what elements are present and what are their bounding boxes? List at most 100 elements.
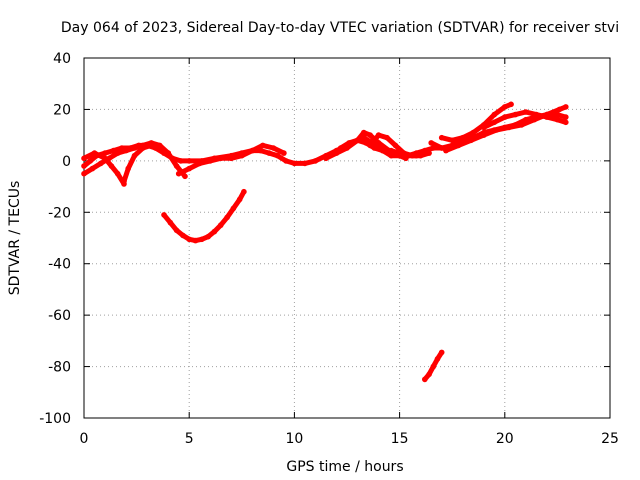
- data-point: [502, 104, 508, 110]
- chart-title: Day 064 of 2023, Sidereal Day-to-day VTE…: [61, 20, 619, 36]
- data-point: [388, 147, 395, 154]
- data-point: [438, 134, 445, 141]
- data-point: [434, 356, 441, 362]
- y-tick-label: -20: [48, 205, 71, 221]
- data-point: [438, 145, 445, 151]
- data-point: [481, 124, 487, 131]
- y-tick-label: 0: [62, 154, 71, 170]
- data-point: [239, 152, 245, 159]
- data-point: [502, 114, 508, 120]
- data-point: [312, 158, 319, 164]
- y-tick-label: -80: [48, 360, 71, 376]
- data-point: [241, 188, 247, 195]
- data-point: [131, 145, 138, 151]
- data-point: [438, 349, 445, 356]
- data-point: [249, 147, 256, 154]
- data-point: [266, 150, 273, 156]
- data-point: [361, 129, 367, 136]
- data-point: [426, 150, 432, 156]
- data-point: [196, 160, 203, 167]
- data-point: [173, 163, 180, 169]
- data-point: [98, 160, 104, 167]
- data-point: [148, 142, 155, 149]
- data-point: [506, 124, 512, 131]
- data-point: [563, 119, 569, 126]
- data-point: [192, 237, 199, 244]
- data-point: [323, 155, 329, 162]
- data-point: [354, 137, 361, 144]
- x-tick-label: 0: [80, 431, 89, 447]
- y-tick-label: -60: [48, 308, 71, 324]
- x-tick-label: 15: [391, 431, 409, 447]
- data-point: [417, 152, 424, 159]
- data-point: [556, 106, 563, 113]
- data-point: [123, 147, 129, 154]
- data-point: [443, 147, 449, 154]
- data-point: [426, 371, 432, 378]
- data-point: [260, 142, 266, 149]
- data-point: [81, 155, 87, 162]
- data-point: [167, 219, 174, 226]
- data-point: [563, 114, 569, 120]
- data-point: [481, 132, 487, 138]
- data-point: [428, 140, 435, 146]
- data-point: [455, 142, 462, 149]
- data-point: [114, 170, 121, 177]
- axis-ticks: 0 5 10 15 20 25 40 20 0 -20 -40 -60 -80 -100: [39, 51, 619, 447]
- data-point: [291, 160, 298, 167]
- x-tick-label: 5: [185, 431, 194, 447]
- data-point: [470, 129, 477, 136]
- data-point: [491, 111, 498, 118]
- data-point: [89, 165, 96, 172]
- data-point: [218, 222, 224, 228]
- data-point: [114, 150, 121, 156]
- series-line-6: [161, 189, 247, 244]
- y-tick-label: 40: [53, 51, 71, 67]
- data-point: [563, 104, 569, 110]
- y-tick-label: -100: [39, 411, 71, 427]
- x-tick-label: 10: [285, 431, 303, 447]
- data-point: [508, 101, 514, 108]
- data-point: [283, 158, 289, 164]
- y-tick-label: -40: [48, 257, 71, 273]
- plot-frame: [83, 57, 611, 419]
- series-layer: [81, 101, 569, 383]
- data-point: [182, 173, 188, 180]
- data-point: [533, 111, 540, 118]
- data-point: [274, 152, 281, 159]
- data-point: [156, 145, 163, 151]
- data-point: [333, 150, 340, 156]
- data-point: [180, 232, 186, 239]
- data-point: [346, 140, 352, 146]
- data-point: [131, 152, 138, 159]
- data-point: [375, 140, 382, 146]
- data-point: [422, 376, 428, 383]
- data-point: [493, 127, 500, 133]
- data-point: [518, 122, 525, 128]
- data-point: [449, 137, 456, 144]
- x-axis-label: GPS time / hours: [286, 459, 403, 475]
- data-point: [367, 132, 373, 138]
- x-tick-label: 20: [496, 431, 514, 447]
- data-point: [186, 158, 192, 164]
- data-point: [367, 142, 373, 149]
- data-point: [554, 116, 561, 123]
- data-point: [224, 214, 230, 221]
- data-point: [281, 150, 287, 156]
- data-point: [531, 116, 538, 123]
- data-point: [491, 119, 498, 126]
- data-point: [161, 212, 167, 218]
- data-point: [392, 142, 399, 149]
- data-point: [380, 147, 386, 154]
- data-point: [102, 155, 108, 162]
- data-point: [81, 170, 87, 177]
- data-point: [230, 205, 237, 212]
- data-point: [409, 152, 416, 159]
- data-point: [121, 178, 127, 185]
- data-point: [173, 227, 180, 234]
- data-point: [523, 109, 529, 115]
- data-point: [108, 163, 115, 169]
- y-tick-label: 20: [53, 102, 71, 118]
- data-point: [375, 132, 382, 138]
